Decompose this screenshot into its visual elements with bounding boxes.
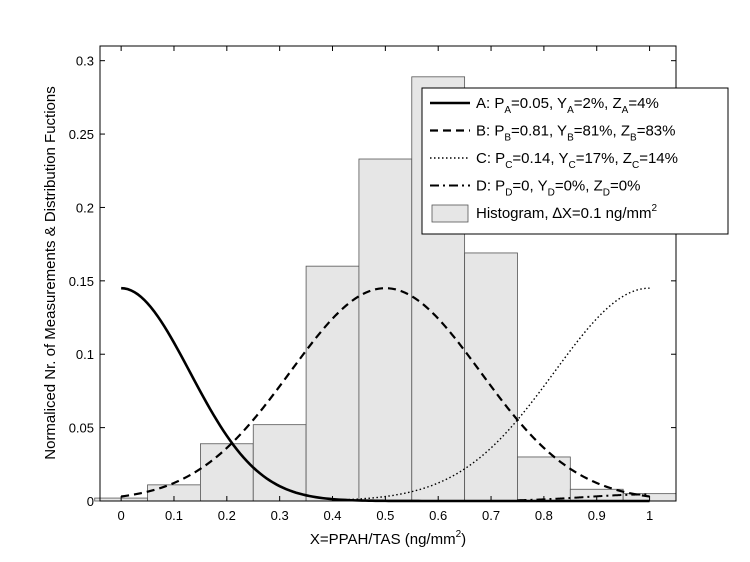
x-tick-label: 0.4 — [323, 508, 341, 523]
y-tick-label: 0.15 — [69, 274, 94, 289]
y-tick-label: 0.2 — [76, 200, 94, 215]
curve-b — [120, 287, 650, 498]
legend: A: PA=0.05, YA=2%, ZA=4% B: PB=0.81, YB=8… — [421, 87, 729, 235]
legend-label: Histogram, ∆X=0.1 ng/mm2 — [476, 203, 658, 222]
x-tick-label: 0.2 — [218, 508, 236, 523]
legend-label: C: PC=0.14, YC=17%, ZC=14% — [476, 150, 678, 171]
histogram-bar — [200, 443, 254, 502]
y-axis: 0 0.05 0.1 0.15 0.2 0.25 0.3 — [69, 54, 676, 509]
histogram-bar — [464, 252, 518, 502]
x-tick-label: 0 — [118, 508, 125, 523]
legend-label: D: PD=0, YD=0%, ZD=0% — [476, 178, 640, 199]
x-axis: 0 0.1 0.2 0.3 0.4 0.5 0.6 0.7 0.8 0.9 1 — [118, 46, 653, 523]
x-tick-label: 0.6 — [429, 508, 447, 523]
y-tick-label: 0.1 — [76, 347, 94, 362]
histogram-bar — [305, 265, 360, 502]
plot-frame — [99, 45, 677, 502]
legend-label: B: PB=0.81, YB=81%, ZB=83% — [476, 123, 675, 144]
x-tick-label: 1 — [646, 508, 653, 523]
x-tick-label: 0.1 — [165, 508, 183, 523]
y-tick-label: 0 — [87, 494, 94, 509]
y-tick-label: 0.3 — [76, 54, 94, 69]
legend-label: A: PA=0.05, YA=2%, ZA=4% — [476, 95, 659, 116]
x-tick-label: 0.8 — [535, 508, 553, 523]
x-tick-label: 0.3 — [271, 508, 289, 523]
y-axis-label: Normaliced Nr. of Measurements & Distrib… — [42, 86, 59, 459]
legend-swatch — [431, 204, 469, 223]
y-tick-label: 0.25 — [69, 127, 94, 142]
x-tick-label: 0.9 — [588, 508, 606, 523]
histogram-bar — [252, 424, 307, 502]
x-tick-label: 0.5 — [376, 508, 394, 523]
x-axis-label: X=PPAH/TAS (ng/mm2) — [310, 529, 466, 548]
x-tick-label: 0.7 — [482, 508, 500, 523]
histogram-bar — [358, 158, 413, 502]
legend-box — [421, 87, 729, 235]
y-tick-label: 0.05 — [69, 421, 94, 436]
curve-d — [517, 493, 650, 502]
